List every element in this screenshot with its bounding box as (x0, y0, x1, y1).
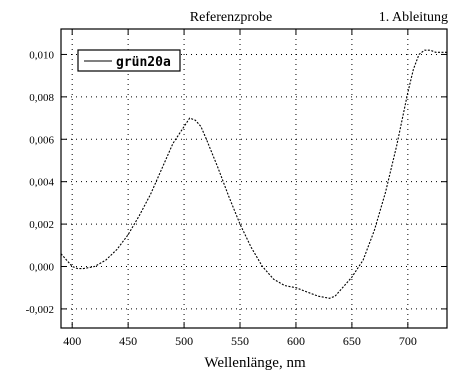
chart-title: Referenzprobe (190, 10, 272, 25)
x-axis-label: Wellenlänge, nm (204, 355, 306, 371)
series-layer (60, 49, 447, 299)
legend-box (77, 49, 181, 72)
x-tick-label: 700 (399, 334, 417, 348)
y-tick-label: 0,010 (29, 49, 54, 61)
series-line (60, 49, 447, 299)
plot-frame (60, 28, 448, 329)
y-tick-label: 0,004 (29, 177, 54, 189)
x-tick-label: 500 (175, 334, 193, 348)
y-tick-label: 0,002 (29, 219, 54, 231)
axis-ticks: -0,002 0,000 0,002 0,004 0,006 0,008 0,010 400 4… (26, 29, 447, 348)
y-tick-label: 0,006 (29, 134, 54, 146)
chart-subtitle: 1. Ableitung (379, 10, 448, 25)
legend-label: grün20a (116, 55, 171, 70)
legend: grün20a (77, 49, 181, 72)
y-tick-label: -0,002 (26, 304, 54, 316)
x-tick-label: 400 (63, 334, 81, 348)
x-tick-label: 450 (119, 334, 137, 348)
y-tick-label: 0,000 (29, 262, 54, 274)
x-tick-label: 550 (231, 334, 249, 348)
y-tick-label: 0,008 (29, 92, 54, 104)
x-tick-label: 600 (287, 334, 305, 348)
x-tick-label: 650 (343, 334, 361, 348)
